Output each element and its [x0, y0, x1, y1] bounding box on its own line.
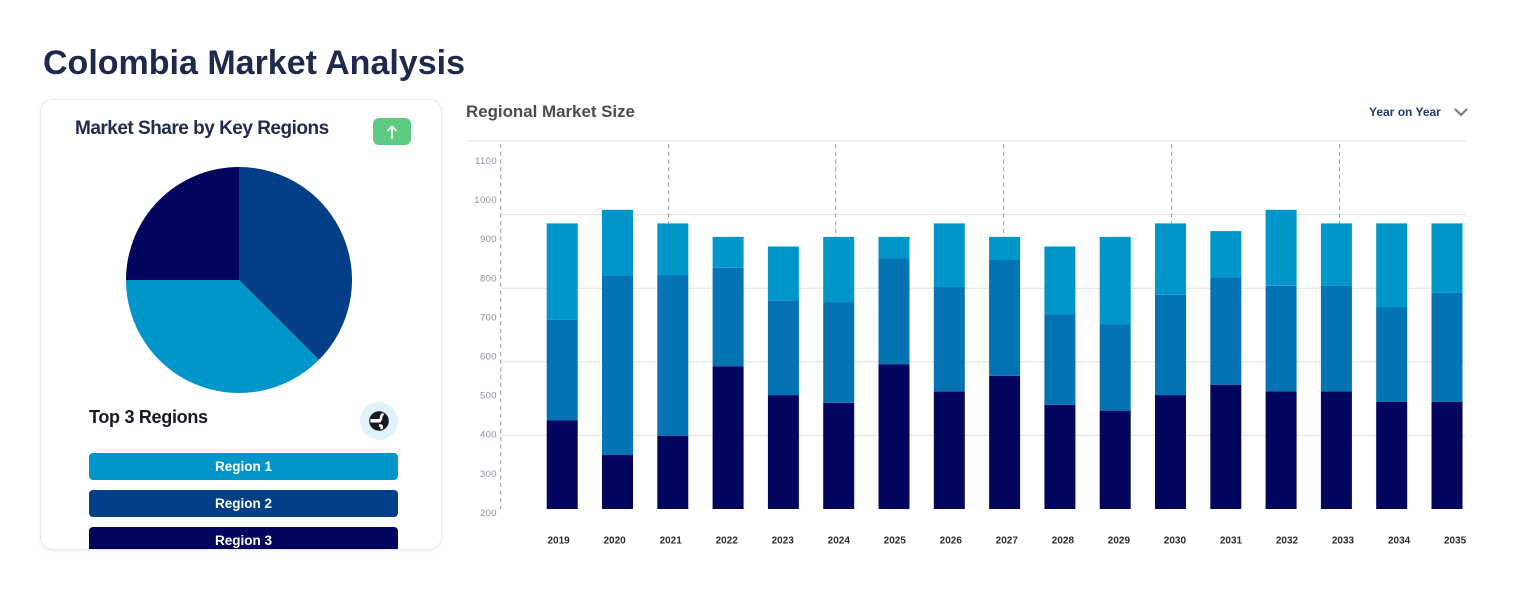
- svg-text:2031: 2031: [1220, 536, 1243, 547]
- svg-text:1000: 1000: [474, 195, 497, 206]
- svg-text:400: 400: [480, 430, 497, 441]
- svg-text:2030: 2030: [1164, 536, 1187, 547]
- svg-text:2025: 2025: [884, 536, 907, 547]
- svg-text:800: 800: [480, 273, 497, 284]
- svg-text:2028: 2028: [1052, 536, 1075, 547]
- svg-text:2027: 2027: [996, 536, 1019, 547]
- svg-text:2029: 2029: [1108, 536, 1131, 547]
- svg-text:2035: 2035: [1444, 536, 1467, 547]
- svg-text:2026: 2026: [940, 536, 963, 547]
- svg-text:500: 500: [480, 391, 497, 402]
- svg-text:2024: 2024: [828, 536, 851, 547]
- svg-text:900: 900: [480, 234, 497, 245]
- svg-text:2019: 2019: [547, 536, 570, 547]
- svg-text:600: 600: [480, 352, 497, 363]
- svg-text:200: 200: [480, 508, 497, 519]
- svg-text:2021: 2021: [660, 536, 683, 547]
- svg-text:2020: 2020: [603, 536, 626, 547]
- svg-text:2033: 2033: [1332, 536, 1355, 547]
- svg-text:2034: 2034: [1388, 536, 1411, 547]
- svg-text:2022: 2022: [716, 536, 739, 547]
- svg-text:2032: 2032: [1276, 536, 1299, 547]
- svg-text:1100: 1100: [475, 156, 497, 167]
- svg-text:700: 700: [480, 312, 497, 323]
- svg-text:2023: 2023: [772, 536, 795, 547]
- svg-text:300: 300: [480, 469, 497, 480]
